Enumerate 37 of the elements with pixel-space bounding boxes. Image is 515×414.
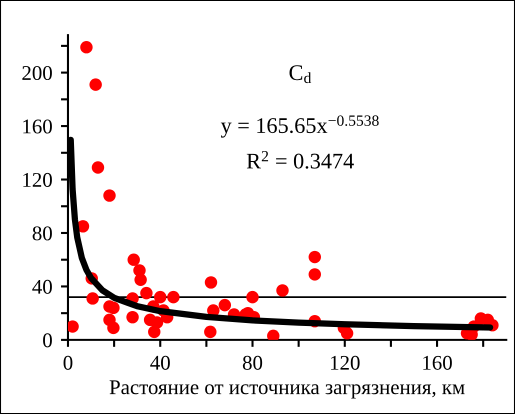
y-tick-label: 80	[32, 226, 52, 240]
point	[150, 316, 164, 329]
y-tick-label: 200	[22, 66, 52, 80]
point	[89, 78, 102, 91]
annotation: y = 165.65x$^{−0.5538}$	[220, 115, 379, 138]
y-tick-label: 0	[43, 333, 52, 348]
point	[154, 290, 166, 304]
point	[107, 322, 120, 334]
x-axis-title: Растояние от источника загрязнения, км	[110, 380, 465, 399]
point	[103, 189, 116, 202]
point	[126, 310, 139, 324]
point	[204, 326, 217, 338]
x-tick-label: 0	[64, 356, 72, 370]
point	[128, 253, 140, 266]
x-tick-label: 120	[330, 356, 360, 370]
point	[276, 284, 289, 297]
point	[92, 161, 104, 174]
point	[246, 290, 259, 304]
point	[86, 292, 99, 305]
point	[340, 327, 354, 340]
point	[134, 274, 147, 286]
point	[80, 41, 93, 54]
y-tick-label: 120	[23, 172, 52, 187]
x-tick-label: 160	[423, 356, 452, 370]
annotation: C$_{d}$	[290, 65, 312, 84]
point	[68, 320, 79, 333]
point	[204, 276, 218, 289]
y-tick-label: 160	[23, 119, 52, 134]
point	[308, 250, 322, 264]
x-tick-label: 40	[150, 356, 170, 370]
annotation: R$^{2}$ = 0.3474	[246, 150, 354, 169]
point	[308, 268, 322, 281]
point	[218, 298, 232, 312]
point	[140, 286, 153, 300]
x-tick-label: 80	[242, 356, 262, 370]
y-tick-label: 40	[32, 280, 52, 294]
point	[167, 290, 180, 304]
